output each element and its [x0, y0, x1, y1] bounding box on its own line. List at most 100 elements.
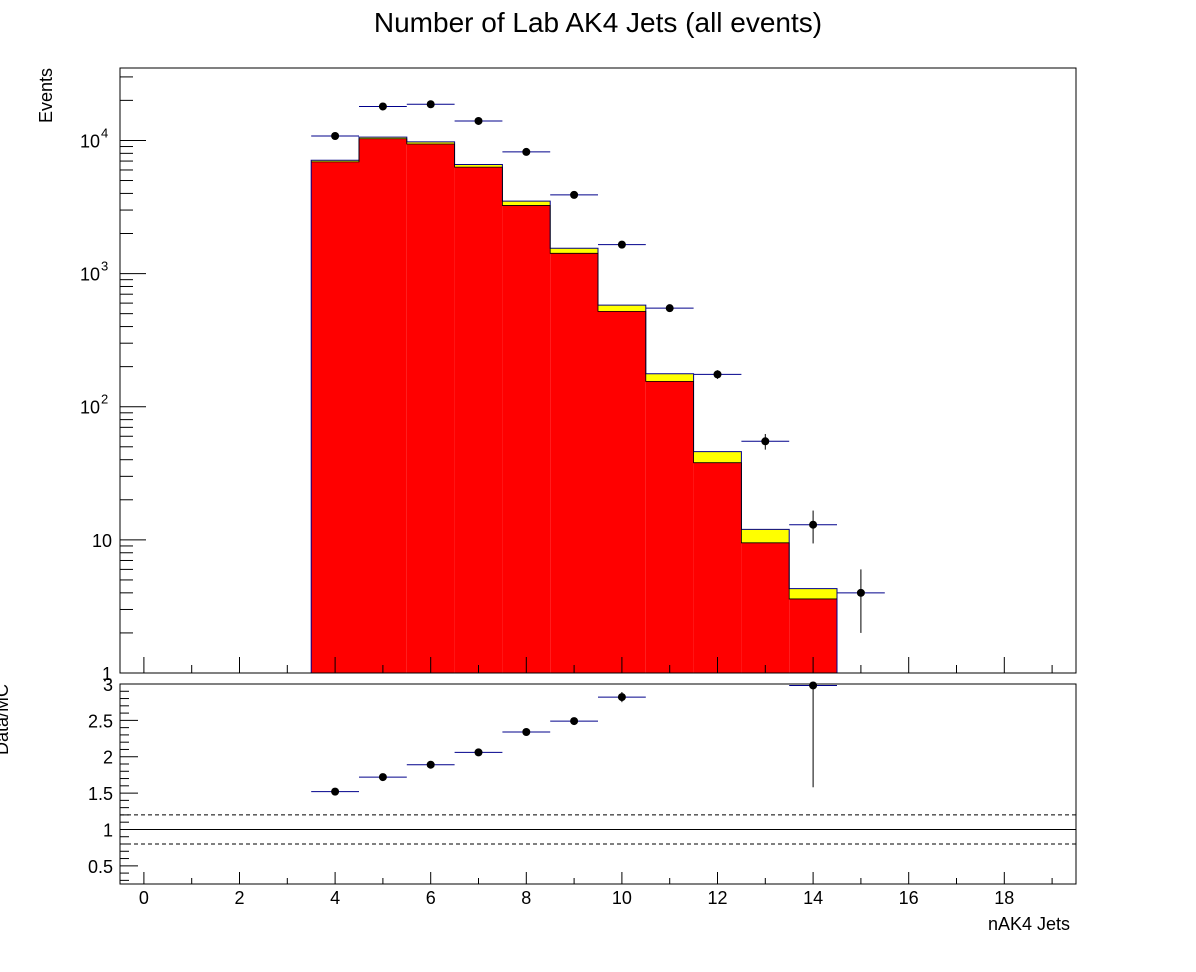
ratio-y-axis-label: Data/MC [0, 684, 12, 755]
y-tick-label: 10 [80, 131, 100, 151]
data-point-5 [359, 102, 407, 111]
stack-bar-0-7 [454, 167, 503, 673]
data-marker [570, 190, 579, 199]
stack-bar-1-12 [693, 451, 742, 463]
ratio-panel: 0.5 1 1.5 2 2.5 3 0 2 4 6 8 10 12 14 16 18 Data/MC nAK… [0, 675, 1077, 934]
data-point-14 [789, 510, 837, 544]
ratio-marker [426, 760, 435, 769]
ratio-marker [617, 693, 626, 702]
stack-bar-0-4 [311, 161, 359, 673]
ratio-marker [474, 748, 483, 757]
data-point-12 [693, 370, 742, 379]
ratio-point-9 [550, 717, 598, 726]
ratio-point-4 [311, 787, 359, 796]
data-marker [617, 240, 626, 249]
y-tick-label: 1 [102, 664, 112, 684]
ratio-marker [570, 717, 579, 726]
main-data-points [311, 100, 885, 633]
y-tick-label: 0.5 [88, 857, 113, 877]
stack-bar-0-6 [406, 144, 455, 673]
ratio-point-8 [502, 728, 551, 736]
stack-bar-0-12 [693, 462, 742, 673]
stack-bar-1-5 [359, 137, 407, 139]
data-marker [713, 370, 722, 379]
ratio-point-6 [406, 760, 455, 769]
x-tick-label: 12 [707, 888, 727, 908]
ratio-point-10 [598, 692, 646, 703]
stack-outline [310, 136, 838, 673]
ratio-x-axis: 0 2 4 6 8 10 12 14 16 18 [139, 872, 1053, 908]
y-tick-exponent: 2 [101, 392, 108, 407]
ratio-y-axis: 0.5 1 1.5 2 2.5 3 [88, 675, 138, 881]
data-point-13 [741, 433, 790, 450]
main-y-axis-label: Events [36, 68, 56, 123]
stack-bar-1-13 [741, 529, 790, 543]
stack-bar-0-5 [359, 138, 407, 673]
x-tick-label: 2 [234, 888, 244, 908]
x-tick-label: 14 [803, 888, 823, 908]
stack-bar-0-9 [550, 253, 598, 673]
y-tick-label: 10 [80, 398, 100, 418]
data-point-9 [550, 190, 598, 199]
y-tick-exponent: 3 [101, 259, 108, 274]
main-stack-bars [310, 136, 838, 673]
chart-title: Number of Lab AK4 Jets (all events) [374, 7, 822, 38]
ratio-point-7 [454, 748, 503, 757]
y-tick-label: 1 [103, 820, 113, 840]
stack-bar-1-10 [598, 305, 646, 312]
data-point-10 [598, 240, 646, 249]
ratio-marker [809, 681, 818, 690]
data-point-6 [406, 100, 455, 109]
y-tick-label: 10 [80, 265, 100, 285]
data-marker [809, 520, 818, 529]
stack-bar-0-11 [645, 381, 694, 673]
data-point-15 [837, 569, 885, 633]
x-tick-label: 4 [330, 888, 340, 908]
x-tick-label: 16 [899, 888, 919, 908]
stack-bar-0-13 [741, 542, 790, 673]
y-tick-label: 3 [103, 675, 113, 695]
ratio-marker [378, 773, 387, 782]
stack-bar-1-9 [550, 248, 598, 254]
y-tick-label: 10 [92, 531, 112, 551]
y-tick-label: 2 [103, 748, 113, 768]
stack-bar-1-7 [454, 164, 503, 168]
ratio-point-14 [789, 681, 837, 788]
y-tick-label: 1.5 [88, 784, 113, 804]
x-tick-label: 6 [426, 888, 436, 908]
main-x-ticks [143, 657, 1053, 673]
data-marker [761, 437, 770, 446]
ratio-reference-lines [120, 814, 1076, 845]
ratio-point-5 [359, 773, 407, 782]
stack-bar-0-8 [502, 205, 551, 673]
main-plot-frame [119, 67, 1077, 674]
x-tick-label: 18 [994, 888, 1014, 908]
data-marker [474, 116, 483, 125]
ratio-marker [331, 787, 340, 796]
data-marker [331, 131, 340, 140]
stack-bar-1-11 [645, 373, 694, 382]
data-marker [426, 100, 435, 109]
data-point-4 [311, 131, 359, 140]
data-point-8 [502, 147, 551, 156]
ratio-data-points [311, 681, 837, 796]
x-axis-label: nAK4 Jets [988, 914, 1070, 934]
ratio-plot-frame [119, 683, 1077, 885]
stack-bar-1-6 [406, 141, 455, 145]
stack-inner-outline [311, 138, 837, 600]
data-marker [665, 304, 674, 313]
y-tick-exponent: 4 [101, 125, 108, 140]
ratio-marker [522, 728, 531, 736]
data-marker [522, 147, 531, 156]
data-point-11 [645, 304, 694, 313]
y-tick-label: 2.5 [88, 711, 113, 731]
x-tick-label: 8 [521, 888, 531, 908]
stack-bar-0-10 [598, 311, 646, 673]
stack-bar-1-4 [311, 160, 359, 162]
data-marker [378, 102, 387, 111]
data-point-7 [454, 116, 503, 125]
x-tick-label: 10 [612, 888, 632, 908]
